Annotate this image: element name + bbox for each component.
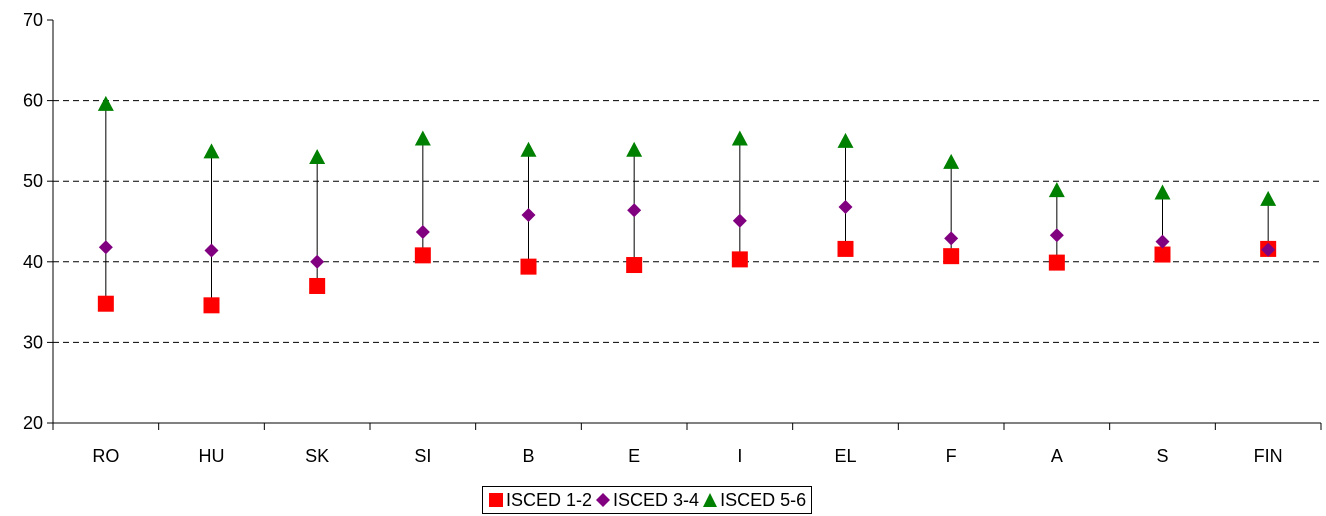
legend-label: ISCED 1-2: [506, 490, 593, 510]
x-tick-label: SK: [305, 446, 329, 466]
data-point-isced-1-2: [309, 277, 326, 294]
data-point-isced-1-2: [837, 240, 854, 257]
data-point-isced-5-6: [97, 95, 114, 111]
tick-labels: 20 30 40 50 60 70 RO HU SK SI B E I EL F A S FIN: [23, 10, 1283, 466]
data-point-isced-5-6: [1048, 182, 1065, 198]
data-point-isced-1-2: [203, 297, 220, 314]
y-tick-label: 40: [23, 252, 43, 272]
data-point-isced-5-6: [837, 132, 854, 148]
data-point-isced-5-6: [943, 153, 960, 169]
data-point-isced-3-4: [310, 254, 325, 269]
data-point-isced-5-6: [203, 143, 220, 159]
x-tick-label: E: [628, 446, 640, 466]
data-point-isced-3-4: [1049, 228, 1064, 243]
data-point-isced-1-2: [520, 258, 537, 275]
y-tick-label: 60: [23, 91, 43, 111]
data-point-isced-3-4: [1261, 242, 1276, 257]
x-tick-label: EL: [834, 446, 856, 466]
data-point-isced-3-4: [204, 243, 219, 258]
data-point-isced-5-6: [309, 149, 326, 165]
axes: [47, 19, 1322, 430]
square-marker-icon: [489, 493, 503, 507]
data-point-isced-5-6: [731, 130, 748, 146]
data-point-isced-3-4: [627, 203, 642, 218]
x-tick-label: RO: [92, 446, 119, 466]
data-point-isced-1-2: [97, 295, 114, 312]
x-tick-label: I: [737, 446, 742, 466]
data-point-isced-5-6: [1154, 184, 1171, 200]
range-lines: [105, 103, 1269, 306]
x-tick-label: A: [1051, 446, 1063, 466]
data-point-isced-1-2: [626, 257, 643, 274]
data-point-isced-3-4: [415, 224, 430, 239]
x-tick-label: S: [1156, 446, 1168, 466]
gridlines: [53, 100, 1321, 343]
y-tick-label: 20: [23, 413, 43, 433]
legend: ISCED 1-2 ISCED 3-4 ISCED 5-6: [482, 486, 813, 514]
data-point-isced-1-2: [731, 251, 748, 268]
data-point-isced-5-6: [1260, 190, 1277, 206]
data-point-isced-3-4: [1155, 234, 1170, 249]
data-point-isced-3-4: [732, 213, 747, 228]
data-point-isced-5-6: [626, 141, 643, 157]
x-tick-label: F: [946, 446, 957, 466]
data-point-isced-5-6: [414, 130, 431, 146]
data-point-isced-3-4: [838, 199, 853, 214]
y-tick-label: 50: [23, 171, 43, 191]
data-point-isced-1-2: [943, 248, 960, 265]
legend-item-isced-5-6: ISCED 5-6: [702, 490, 806, 510]
data-point-isced-3-4: [944, 231, 959, 246]
y-tick-label: 30: [23, 332, 43, 352]
data-point-isced-5-6: [520, 141, 537, 157]
legend-label: ISCED 3-4: [613, 490, 700, 510]
data-markers: [97, 95, 1277, 314]
triangle-marker-icon: [703, 493, 718, 507]
x-tick-label: FIN: [1254, 446, 1283, 466]
x-tick-label: B: [522, 446, 534, 466]
y-tick-label: 70: [23, 10, 43, 30]
legend-item-isced-1-2: ISCED 1-2: [488, 490, 592, 510]
data-point-isced-3-4: [98, 240, 113, 255]
diamond-marker-icon: [596, 493, 611, 507]
x-tick-label: SI: [414, 446, 431, 466]
x-tick-label: HU: [199, 446, 225, 466]
data-point-isced-3-4: [521, 208, 536, 223]
legend-label: ISCED 5-6: [720, 490, 807, 510]
data-point-isced-1-2: [1154, 246, 1171, 263]
data-point-isced-1-2: [414, 247, 431, 264]
legend-item-isced-3-4: ISCED 3-4: [595, 490, 699, 510]
data-point-isced-1-2: [1048, 254, 1065, 271]
